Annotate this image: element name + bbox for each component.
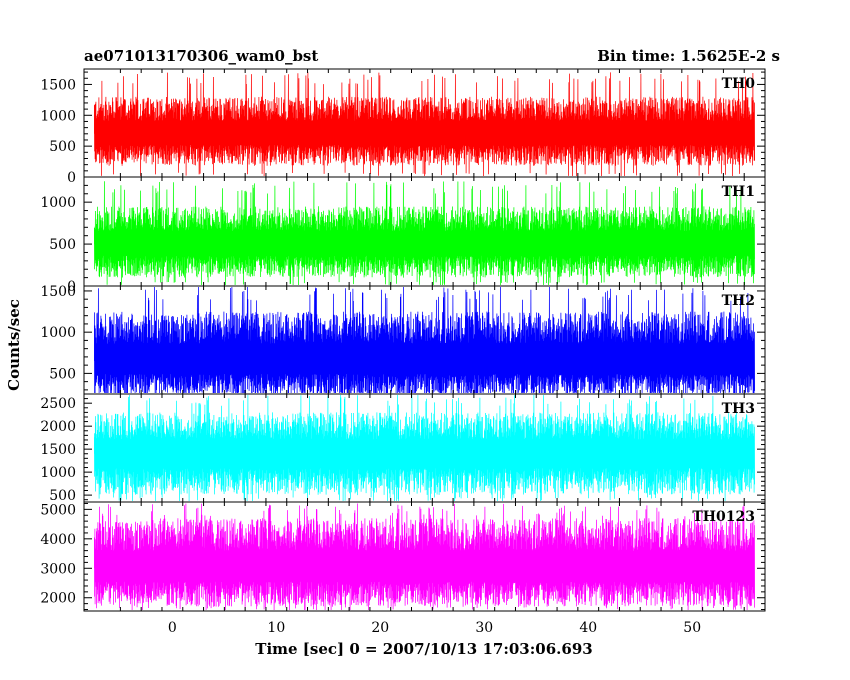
panel-th0: 0 500 1000 1500 TH0	[40, 68, 766, 186]
y-tick-label: 0	[67, 279, 76, 295]
y-tick-label: 1500	[40, 284, 76, 300]
y-tick-label: 2000	[40, 419, 76, 435]
y-tick-label: 500	[49, 139, 76, 155]
panel-th3: 500 1000 1500 2000 2500 TH3	[40, 393, 766, 504]
y-tick-label: 1500	[40, 442, 76, 458]
y-tick-label: 4000	[40, 532, 76, 548]
chart-title: ae071013170306_wam0_bst	[84, 47, 318, 65]
x-tick-label: 30	[475, 620, 493, 636]
x-tick-label: 10	[267, 620, 285, 636]
y-axis-label: Counts/sec	[5, 299, 23, 391]
x-tick-label: 50	[683, 620, 701, 636]
y-tick-label: 1000	[40, 195, 76, 211]
chart-subtitle: Bin time: 1.5625E-2 s	[597, 47, 780, 65]
panel-label: TH0	[722, 76, 756, 92]
y-tick-label: 0	[67, 170, 76, 186]
x-axis-label: Time [sec] 0 = 2007/10/13 17:03:06.693	[255, 640, 592, 658]
panel-label: TH3	[722, 401, 755, 417]
series-trace-th0123	[94, 503, 755, 611]
y-tick-label: 500	[49, 237, 76, 253]
series-trace-th3	[94, 394, 755, 502]
x-tick-label: 20	[371, 620, 389, 636]
y-tick-label: 1000	[40, 465, 76, 481]
y-tick-label: 1000	[40, 108, 76, 124]
panel-label: TH1	[722, 184, 755, 200]
y-tick-label: 2500	[40, 396, 76, 412]
y-tick-label: 1000	[40, 325, 76, 341]
panel-th0123: 2000 3000 4000 5000 TH0123	[40, 501, 766, 612]
panel-th1: 0 500 1000 TH1	[40, 176, 766, 295]
series-trace-th0	[94, 72, 755, 177]
y-tick-label: 1500	[40, 77, 76, 93]
series-trace-th2	[94, 286, 755, 394]
panel-label: TH2	[722, 293, 755, 309]
x-tick-labels: 0 10 20 30 40 50	[168, 620, 701, 636]
y-tick-label: 2000	[40, 591, 76, 607]
series-trace-th1	[94, 181, 755, 286]
y-tick-label: 500	[49, 366, 76, 382]
panel-th2: 500 1000 1500 TH2	[40, 284, 766, 395]
y-tick-label: 500	[49, 488, 76, 504]
x-tick-label: 0	[168, 620, 177, 636]
y-tick-label: 3000	[40, 561, 76, 577]
y-tick-label: 5000	[40, 502, 76, 518]
x-tick-label: 40	[579, 620, 597, 636]
panel-label: TH0123	[692, 509, 755, 525]
